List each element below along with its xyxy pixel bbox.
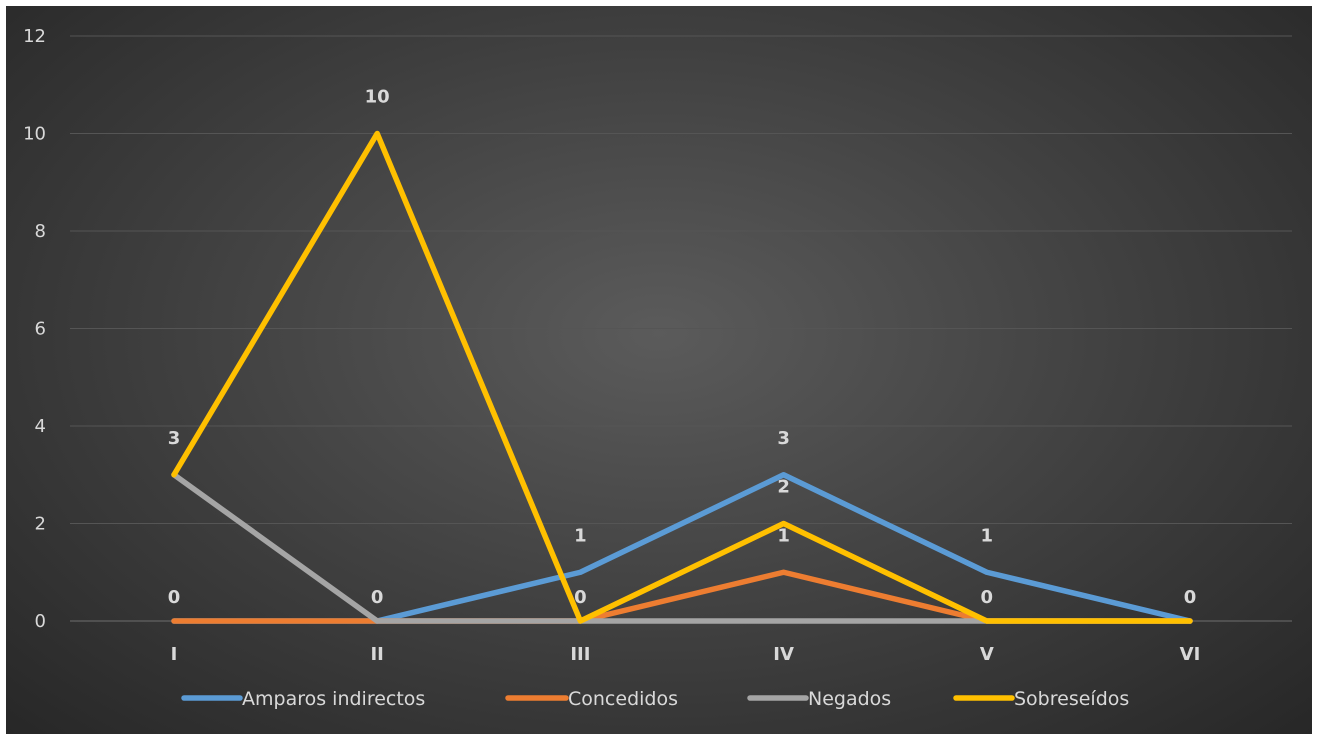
chart-frame: 0 2 4 6 8 10 12 I II III IV V VI 1 3 1 0 0 0 1 0 0 3 10 2 Ampa… [6, 6, 1312, 734]
y-tick-label: 4 [35, 416, 46, 437]
legend-label: Sobreseídos [1014, 688, 1129, 710]
data-label: 0 [1184, 587, 1197, 608]
x-tick-label: II [370, 644, 383, 665]
legend-label: Concedidos [568, 688, 678, 710]
data-label: 0 [371, 587, 384, 608]
gridlines [70, 35, 1292, 622]
x-tick-label: III [570, 644, 590, 665]
series-lines [171, 130, 1193, 624]
y-tick-label: 0 [35, 611, 46, 632]
data-label: 0 [981, 587, 994, 608]
series-line-3 [171, 130, 1193, 624]
series-line-1 [171, 569, 1193, 624]
data-label: 1 [777, 525, 790, 546]
x-tick-label: VI [1180, 644, 1201, 665]
data-label: 10 [365, 87, 390, 108]
data-label: 0 [168, 587, 181, 608]
data-label: 0 [574, 587, 587, 608]
data-label: 3 [777, 428, 790, 449]
x-tick-label: IV [773, 644, 794, 665]
x-tick-label: V [980, 644, 994, 665]
x-axis-ticks: I II III IV V VI [171, 644, 1201, 665]
y-tick-label: 10 [23, 124, 46, 145]
y-tick-label: 8 [35, 221, 46, 242]
legend-label: Amparos indirectos [242, 688, 425, 710]
y-tick-label: 12 [23, 26, 46, 47]
y-axis-ticks: 0 2 4 6 8 10 12 [23, 26, 46, 632]
data-label: 1 [981, 525, 994, 546]
legend: Amparos indirectos Concedidos Negados Sobre… [181, 688, 1129, 710]
data-label: 3 [168, 428, 181, 449]
y-tick-label: 6 [35, 319, 46, 340]
legend-label: Negados [808, 688, 891, 710]
y-tick-label: 2 [35, 514, 46, 535]
data-label: 2 [777, 477, 790, 498]
x-tick-label: I [171, 644, 178, 665]
data-label: 1 [574, 525, 587, 546]
